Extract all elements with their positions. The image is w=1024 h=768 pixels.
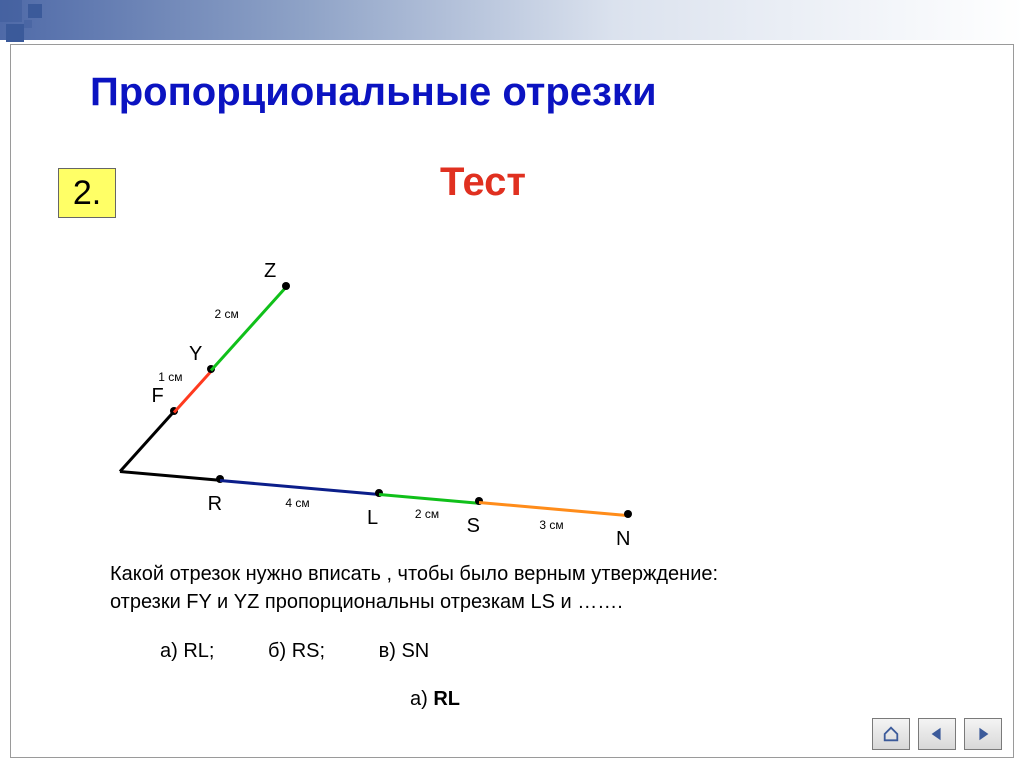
point-label: L: [367, 507, 378, 530]
choice-c: в) SN: [379, 640, 430, 662]
answer-value: RL: [433, 688, 460, 710]
point-label: Y: [189, 343, 202, 366]
segment: [119, 411, 175, 472]
segment: [210, 286, 287, 371]
segment: [478, 501, 628, 517]
length-label: 2 см: [214, 307, 238, 321]
page-subtitle: Тест: [440, 160, 526, 205]
nav-prev-button[interactable]: [918, 718, 956, 750]
corner-deco: [0, 0, 22, 22]
corner-deco: [28, 4, 42, 18]
question-number-badge: 2.: [58, 168, 116, 218]
nav-buttons: [872, 718, 1002, 750]
point-label: S: [467, 515, 480, 538]
segment: [219, 479, 379, 496]
length-label: 2 см: [415, 507, 439, 521]
triangle-left-icon: [928, 725, 946, 743]
point-label: F: [152, 385, 164, 408]
point-dot: [624, 510, 632, 518]
point-label: R: [208, 493, 222, 516]
corner-deco: [24, 20, 32, 28]
segment: [120, 470, 220, 482]
answer-prefix: а): [410, 688, 433, 710]
choice-b: б) RS;: [268, 640, 325, 662]
segment: [379, 493, 479, 505]
question-line: Какой отрезок нужно вписать , чтобы было…: [110, 563, 718, 585]
point-dot: [282, 282, 290, 290]
question-line: отрезки FY и YZ пропорциональны отрезкам…: [110, 591, 623, 613]
corner-deco: [6, 24, 24, 42]
slide: Пропорциональные отрезки Тест 2. F1 см Y 2…: [0, 0, 1024, 768]
correct-answer: а) RL: [410, 688, 460, 711]
nav-home-button[interactable]: [872, 718, 910, 750]
segments-diagram: F1 смY2 смZR4 смL2 смS3 смN: [90, 260, 790, 540]
question-text: Какой отрезок нужно вписать , чтобы было…: [110, 560, 914, 616]
length-label: 4 см: [285, 496, 309, 510]
nav-next-button[interactable]: [964, 718, 1002, 750]
page-title: Пропорциональные отрезки: [90, 70, 657, 115]
point-label: Z: [264, 260, 276, 283]
choice-a: а) RL;: [160, 640, 214, 662]
triangle-right-icon: [974, 725, 992, 743]
answer-choices: а) RL; б) RS; в) SN: [160, 640, 477, 663]
top-gradient-bar: [0, 0, 1024, 40]
home-icon: [882, 725, 900, 743]
point-label: N: [616, 528, 630, 551]
length-label: 3 см: [539, 518, 563, 532]
length-label: 1 см: [158, 370, 182, 384]
